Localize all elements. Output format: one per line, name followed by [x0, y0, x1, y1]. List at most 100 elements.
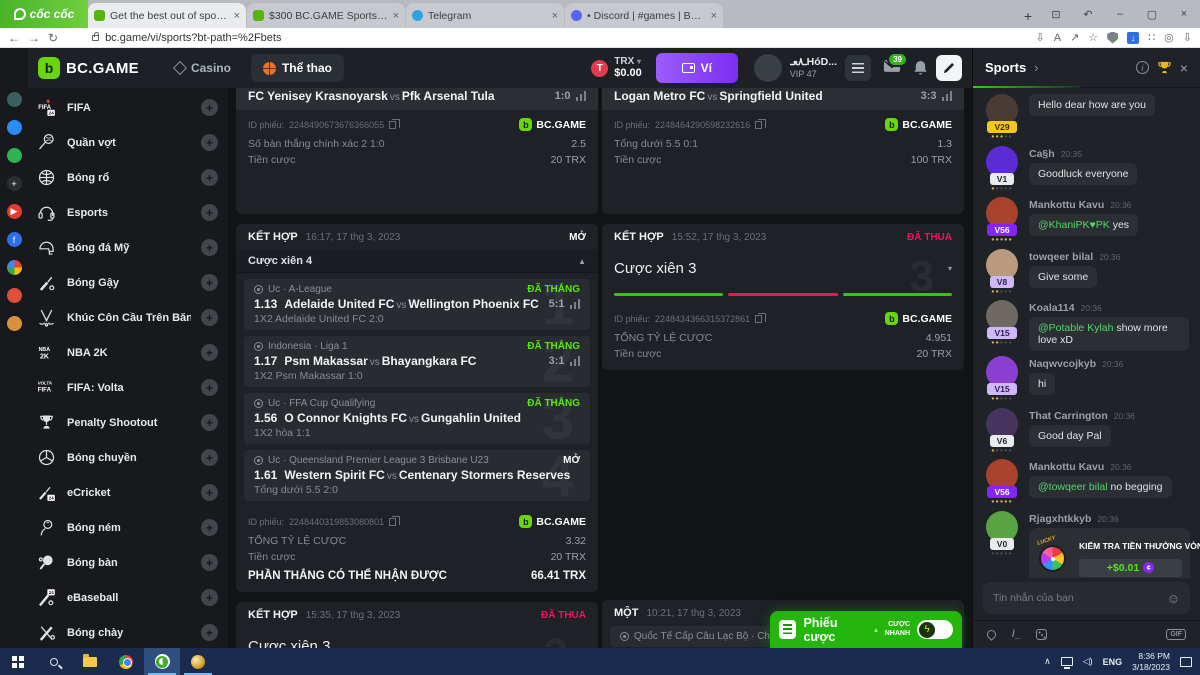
stats-icon[interactable]: [569, 356, 580, 366]
sidebar-sport-item[interactable]: FIFA +: [28, 90, 228, 125]
wallet-button[interactable]: Ví: [655, 53, 738, 83]
file-explorer-icon[interactable]: [72, 648, 108, 675]
copy-icon[interactable]: [389, 118, 401, 129]
bell-icon[interactable]: [913, 60, 928, 76]
mention[interactable]: @towqeer bilal: [1038, 481, 1111, 493]
green-app-icon[interactable]: [6, 148, 22, 163]
close-icon[interactable]: ×: [1179, 59, 1188, 76]
sidebar-sport-item[interactable]: Bóng chày +: [28, 615, 228, 648]
combo-leg[interactable]: 2 Indonesia · Liga 1 ĐÃ THẮNG 1.17: [244, 329, 590, 394]
history-icon[interactable]: [6, 92, 22, 107]
add-shortcut-icon[interactable]: +: [6, 176, 22, 191]
lock-icon[interactable]: [92, 31, 100, 41]
sidebar-sport-item[interactable]: eCricket +: [28, 475, 228, 510]
sidebar-sport-item[interactable]: Khúc Côn Cầu Trên Băng +: [28, 300, 228, 335]
red-app-icon[interactable]: [6, 288, 22, 303]
combo-title-row[interactable]: Cược xiên 4 ▲: [236, 250, 598, 273]
minimize-button[interactable]: –: [1116, 8, 1124, 20]
chrome-icon[interactable]: [108, 648, 144, 675]
info-icon[interactable]: i: [1135, 61, 1149, 74]
user-avatar[interactable]: [753, 54, 782, 82]
facebook-icon[interactable]: f: [6, 232, 22, 247]
translate-icon[interactable]: A: [1053, 31, 1062, 44]
sidebar-sport-item[interactable]: eBaseball +: [28, 580, 228, 615]
tray-expand-icon[interactable]: ∧: [1044, 656, 1051, 666]
dice-icon[interactable]: [1036, 629, 1048, 640]
betslip-button[interactable]: Phiếu cược ▴ CƯỢC NHANH ϟ: [770, 611, 962, 648]
chat-username[interactable]: Ca§h: [1029, 147, 1055, 160]
download-manager-icon[interactable]: ↓: [1127, 31, 1140, 44]
combo-leg[interactable]: 4 Úc · Queensland Premier League 3 Brisb…: [244, 443, 590, 508]
start-button[interactable]: [0, 648, 36, 675]
expand-plus-button[interactable]: +: [201, 589, 218, 606]
messenger-icon[interactable]: [6, 120, 22, 135]
stats-icon[interactable]: [569, 299, 580, 309]
forward-button[interactable]: →: [28, 30, 40, 45]
chat-input[interactable]: [993, 592, 1161, 604]
sidebar-sport-item[interactable]: Bóng ném +: [28, 510, 228, 545]
expand-plus-button[interactable]: +: [201, 379, 218, 396]
maximize-button[interactable]: ▢: [1146, 8, 1158, 21]
adblock-icon[interactable]: 1: [1107, 31, 1119, 44]
inbox-button[interactable]: 39: [883, 51, 908, 78]
chat-username[interactable]: That Carrington: [1029, 409, 1108, 422]
sidebar-sport-item[interactable]: Esports +: [28, 195, 228, 230]
volume-icon[interactable]: ◁): [1082, 656, 1093, 666]
currency-selector[interactable]: T TRX ▾ $0.00: [591, 56, 642, 79]
avatar[interactable]: [986, 94, 1018, 126]
url-field[interactable]: bc.game/vi/sports?bt-path=%2Fbets: [66, 31, 1027, 44]
reload-button[interactable]: ↻: [48, 30, 59, 45]
nav-sports[interactable]: Thể thao: [250, 54, 344, 82]
expand-plus-button[interactable]: +: [201, 484, 218, 501]
expand-plus-button[interactable]: +: [201, 99, 218, 116]
action-center-icon[interactable]: [1180, 656, 1192, 667]
lucky-spin-card[interactable]: LUCKY KIẾM TRA TIỀN THƯỞNG VÒNG QU +$0.0…: [1029, 527, 1200, 578]
slash-command-icon[interactable]: /_: [1012, 629, 1021, 640]
expand-plus-button[interactable]: +: [201, 414, 218, 431]
avatar[interactable]: [986, 459, 1018, 491]
bet-card-combo[interactable]: KẾT HỢP 16:17, 17 thg 3, 2023 MỞ Cược xi…: [236, 224, 598, 592]
close-window-button[interactable]: ×: [1180, 8, 1188, 20]
profile-icon[interactable]: ◎: [1164, 32, 1174, 44]
coccoc-icon[interactable]: [144, 648, 180, 675]
coccoc-menu-button[interactable]: cốc cốc: [0, 0, 88, 28]
bet-card-single[interactable]: Logan Metro FC vs Springfield United 3:3 I…: [602, 88, 964, 214]
match-row[interactable]: Logan Metro FC vs Springfield United 3:3: [602, 88, 964, 110]
avatar[interactable]: [986, 407, 1018, 440]
browser-tab[interactable]: • Discord | #games | BC G ×: [565, 3, 723, 28]
tab-restore-icon[interactable]: ↶: [1083, 8, 1093, 21]
rain-icon[interactable]: [985, 628, 998, 641]
chat-tab-sports[interactable]: Sports: [985, 60, 1027, 75]
network-icon[interactable]: [1060, 657, 1073, 669]
stats-icon[interactable]: [941, 91, 952, 101]
collapse-caret-icon[interactable]: ▲: [578, 256, 586, 266]
sidebar-sport-item[interactable]: NBA 2K +: [28, 335, 228, 370]
sidebar-sport-item[interactable]: Bóng chuyền +: [28, 440, 228, 475]
quick-bet-toggle[interactable]: ϟ: [917, 620, 953, 639]
browser-tab[interactable]: Telegram ×: [406, 3, 564, 28]
avatar[interactable]: [986, 145, 1018, 178]
colorful-app-icon[interactable]: [6, 260, 22, 275]
expand-plus-button[interactable]: +: [201, 449, 218, 466]
chat-username[interactable]: Mankottu Kavu: [1029, 461, 1105, 473]
sidebar-sport-item[interactable]: FIFA: Volta +: [28, 370, 228, 405]
emoji-icon[interactable]: ☺: [1166, 590, 1180, 606]
copy-icon[interactable]: [755, 118, 767, 129]
expand-plus-button[interactable]: +: [201, 239, 218, 256]
avatar[interactable]: [986, 300, 1018, 332]
bet-list-button[interactable]: [845, 55, 871, 81]
expand-caret-icon[interactable]: ▾: [947, 264, 952, 273]
bcgame-logo[interactable]: b BC.GAME: [38, 57, 139, 79]
copy-icon[interactable]: [389, 515, 401, 526]
sidebar-sport-item[interactable]: Bóng rổ +: [28, 160, 228, 195]
sidebar-sport-item[interactable]: Bóng bàn +: [28, 545, 228, 580]
nav-casino[interactable]: Casino: [163, 54, 243, 82]
save-to-panel-icon[interactable]: ⇩: [1035, 32, 1045, 44]
expand-plus-button[interactable]: +: [201, 204, 218, 221]
back-button[interactable]: ←: [8, 30, 20, 45]
avatar[interactable]: [986, 197, 1018, 229]
expand-plus-button[interactable]: +: [201, 519, 218, 536]
expand-plus-button[interactable]: +: [201, 344, 218, 361]
bookmark-star-icon[interactable]: ☆: [1088, 32, 1099, 44]
extensions-icon[interactable]: ∷: [1148, 32, 1156, 44]
